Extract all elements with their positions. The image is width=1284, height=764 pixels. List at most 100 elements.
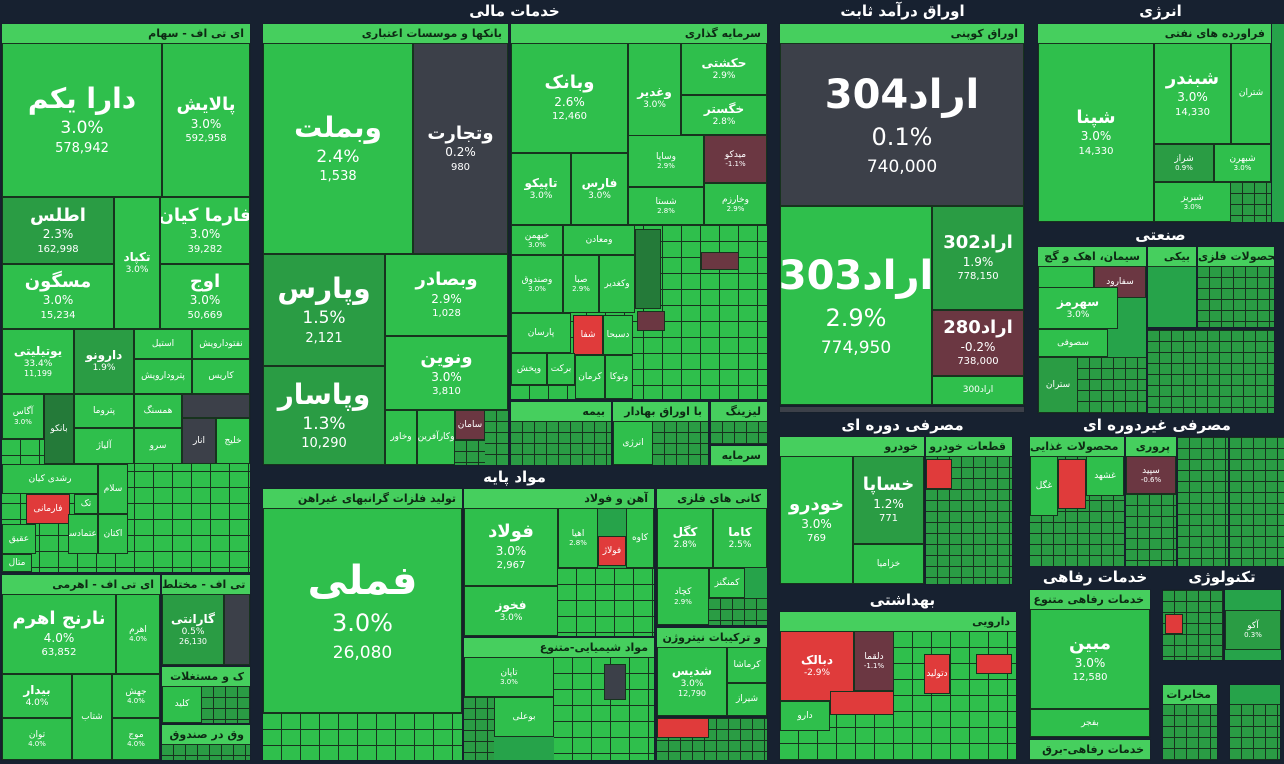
- tile-shtran[interactable]: شتران: [1231, 43, 1271, 144]
- tile-daruno[interactable]: دارونو 1.9%: [74, 329, 134, 394]
- tile-vpars[interactable]: وپارس 1.5% 2,121: [263, 254, 385, 366]
- tile-sedna[interactable]: صبا 2.9%: [563, 255, 599, 313]
- tile-red-inv-2[interactable]: [701, 252, 739, 270]
- tile-vtoka[interactable]: وتوکا: [605, 355, 633, 399]
- tile-dark-1[interactable]: [182, 394, 250, 418]
- tile-vkadir[interactable]: وکغدیر: [599, 255, 635, 313]
- tile-red-pharma[interactable]: [830, 691, 894, 715]
- group-coupon[interactable]: اوراق کوپنی اراد304 0.1% 740,000 اراد303 2.…: [779, 23, 1025, 406]
- group-nonferrous[interactable]: تولید فلزات گرانبهای غیراهن فملی 3.0% 26,0…: [262, 488, 463, 761]
- tile-foladz[interactable]: فولاژ: [598, 536, 626, 566]
- tile-shbehran[interactable]: شبهرن 3.0%: [1214, 144, 1271, 182]
- tile-ghoshit[interactable]: غشهد: [1086, 456, 1124, 496]
- tile-vsaderat[interactable]: وبصادر 2.9% 1,028: [385, 254, 508, 336]
- group-capital[interactable]: سرمایه: [710, 445, 768, 466]
- tile-ghsahar[interactable]: غگل: [1030, 456, 1058, 516]
- tile-alyaz[interactable]: آلیاژ: [74, 428, 134, 464]
- tile-sesofi[interactable]: سصوفی: [1038, 329, 1108, 357]
- tile-sarv[interactable]: سرو: [134, 428, 182, 464]
- group-chemicals[interactable]: مواد شیمیایی-متنوع تاپان 3.0% بوعلی: [463, 637, 655, 761]
- tile-vghadir[interactable]: وغدیر 3.0%: [628, 43, 681, 153]
- tile-dara[interactable]: دارا یکم 3.0% 578,942: [2, 43, 162, 197]
- tile-mental[interactable]: متال: [2, 554, 32, 572]
- tile-kama[interactable]: کاما 2.5%: [713, 508, 767, 568]
- tile-tapan[interactable]: تاپان 3.0%: [464, 657, 554, 697]
- tile-daru[interactable]: دارو: [780, 701, 830, 731]
- tile-khsapa[interactable]: خساپا 1.2% 771: [853, 456, 924, 544]
- group-etf-leverage[interactable]: ای تی اف - اهرمی نارنج اهرم 4.0% 63,852 اه…: [1, 574, 161, 761]
- group-industrial-a[interactable]: بیکی: [1147, 246, 1197, 328]
- group-auto-parts[interactable]: قطعات خودرو: [925, 436, 1013, 585]
- tile-red-pharma2[interactable]: [976, 654, 1012, 674]
- group-leasing[interactable]: لیزینگ: [710, 401, 768, 445]
- tile-saman[interactable]: سامان: [455, 410, 485, 440]
- tile-arad280[interactable]: اراد280 -0.2% 738,000: [932, 310, 1024, 376]
- tile-red-food[interactable]: [1058, 459, 1086, 509]
- tile-dark-inv-1[interactable]: [635, 229, 661, 309]
- tile-kechad[interactable]: کچاد 2.9%: [657, 568, 709, 625]
- tile-shdis[interactable]: شدیس 3.0% 12,790: [657, 647, 727, 716]
- group-tech-services[interactable]: [1162, 589, 1224, 661]
- tile-vkharazm[interactable]: وخارزم 2.9%: [704, 183, 767, 225]
- tile-hekmat[interactable]: حکشتی 2.9%: [681, 43, 767, 95]
- tile-vbank[interactable]: وبانک 2.6% 12,460: [511, 43, 628, 153]
- tile-naft[interactable]: نفتودارویش: [192, 329, 250, 359]
- tile-vsapa[interactable]: وساپا 2.9%: [628, 135, 704, 187]
- group-tech-eq[interactable]: آکو 0.3%: [1224, 589, 1282, 661]
- group-auto[interactable]: خودرو خودرو 3.0% 769 خساپا 1.2% 771 خزامیا: [779, 436, 925, 585]
- tile-red-stone[interactable]: [657, 718, 709, 738]
- tile-atlas[interactable]: اطلس 2.3% 162,998: [2, 197, 114, 264]
- tile-estil[interactable]: استیل: [134, 329, 192, 359]
- group-welfare-power[interactable]: خدمات رفاهی-برق: [1029, 739, 1151, 761]
- tile-ako[interactable]: آکو 0.3%: [1225, 610, 1281, 650]
- tile-bofan[interactable]: بوعلی: [494, 697, 554, 737]
- group-metal-products[interactable]: محصولات فلزی: [1197, 246, 1275, 328]
- tile-banko[interactable]: بانکو: [44, 394, 74, 464]
- group-etf-stock[interactable]: ای تی اف - سهام دارا یکم 3.0% 578,942 پالا…: [1, 23, 251, 573]
- tile-dlqma[interactable]: دلقما -1.1%: [854, 631, 894, 691]
- tile-ahya[interactable]: اهیا 2.8%: [558, 508, 598, 568]
- tile-jahesh[interactable]: جهش 4.0%: [112, 674, 160, 718]
- tile-arad303[interactable]: اراد303 2.9% 774,950: [780, 206, 932, 405]
- tile-bidar[interactable]: بیدار 4.0%: [2, 674, 72, 718]
- group-cement[interactable]: سیمان، اهک و گچ سفارود سهرمز 3.0% سصوفی س…: [1037, 246, 1147, 414]
- group-others-nc[interactable]: [1229, 436, 1284, 567]
- tile-garanti[interactable]: گارانتی 0.5% 26,130: [162, 594, 224, 665]
- tile-dsina[interactable]: دسبحا: [603, 315, 633, 355]
- group-metal-ores[interactable]: کانی های فلزی کگل 2.8% کاما 2.5% کچاد 2.9% …: [656, 488, 768, 626]
- tile-dbalk[interactable]: دبالک -2.9%: [780, 631, 854, 701]
- tile-red-ap[interactable]: [926, 459, 952, 489]
- tile-etemad[interactable]: اعتمادسا: [68, 514, 98, 554]
- tile-petro[interactable]: پترودارویش: [134, 359, 192, 394]
- tile-tek[interactable]: تک: [74, 494, 98, 514]
- tile-bafgher[interactable]: بفجر: [1030, 709, 1150, 737]
- group-sugar[interactable]: پروری سپید -0.6%: [1125, 436, 1177, 567]
- tile-shasta[interactable]: شستا 2.8%: [628, 187, 704, 225]
- tile-fars[interactable]: فارس 3.0%: [571, 153, 628, 225]
- tile-red-inv-1[interactable]: [637, 311, 665, 331]
- tile-kave[interactable]: کاوه: [626, 508, 654, 568]
- tile-vsandogh[interactable]: وصندوق 3.0%: [511, 255, 563, 313]
- tile-kerman[interactable]: کرمان: [575, 355, 605, 399]
- tile-sehormoz[interactable]: سهرمز 3.0%: [1038, 287, 1118, 329]
- tile-setran[interactable]: ستران: [1038, 357, 1078, 413]
- tile-vamaaden[interactable]: ومعادن: [563, 225, 635, 255]
- tile-owj[interactable]: اوج 3.0% 50,669: [160, 264, 250, 329]
- group-refining[interactable]: فراورده های نفتی شپنا 3.0% 14,330 شبندر 3.0…: [1037, 23, 1272, 223]
- tile-roshd[interactable]: رشدی کیان: [2, 464, 98, 494]
- tile-takpad[interactable]: تکپاد 3.0%: [114, 197, 160, 329]
- tile-ahrom[interactable]: اهرم 4.0%: [116, 594, 160, 674]
- tile-mobin[interactable]: مبین 3.0% 12,580: [1030, 609, 1150, 709]
- tile-vbmellat[interactable]: وبملت 2.4% 1,538: [263, 43, 413, 254]
- tile-dark-chem[interactable]: [604, 664, 626, 700]
- tile-khodro[interactable]: خودرو 3.0% 769: [780, 456, 853, 584]
- group-bonds[interactable]: با اوراق بهادار انرژی: [612, 401, 709, 466]
- tile-kemegnez[interactable]: کمنگنز: [709, 568, 745, 598]
- tile-khbahman[interactable]: خبهمن 3.0%: [511, 225, 563, 255]
- tile-kermasha[interactable]: کرماشا: [727, 647, 767, 683]
- tile-kalid[interactable]: کلید: [162, 686, 202, 723]
- tile-fokhuz[interactable]: فخوز 3.0%: [464, 586, 558, 636]
- group-stone[interactable]: [656, 717, 768, 761]
- tile-vkhavar[interactable]: وخاور: [385, 410, 417, 465]
